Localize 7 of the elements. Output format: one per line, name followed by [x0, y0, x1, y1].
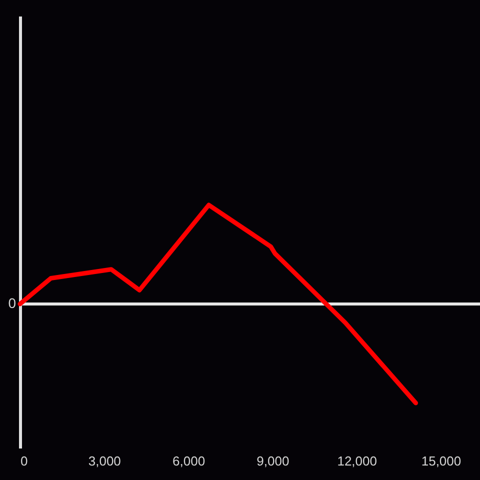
x-tick-label: 15,000 [421, 454, 462, 468]
x-tick-label: 3,000 [88, 454, 121, 468]
x-tick-label: 12,000 [337, 454, 377, 468]
x-tick-label: 9,000 [256, 454, 290, 468]
x-tick-label: 6,000 [172, 454, 206, 468]
ref-line-label: 0 [8, 295, 16, 311]
x-tick-label: 0 [20, 454, 28, 468]
